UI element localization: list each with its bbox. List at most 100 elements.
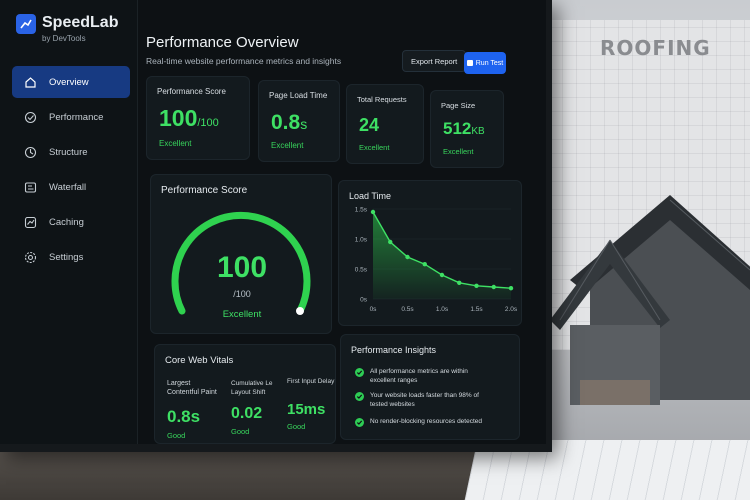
area-fill xyxy=(373,212,511,299)
data-point xyxy=(457,280,462,285)
vital-status: Good xyxy=(231,427,250,436)
sidebar: SpeedLab by DevTools Overview Performanc… xyxy=(0,0,138,444)
run-test-label: Run Test xyxy=(475,59,504,67)
insight-text: All performance metrics are within excel… xyxy=(370,368,468,384)
load-time-card: Load Time 0s 0.5s 1.0s 1.5s 0s 0.5s 1.0s 1.5s 2.… xyxy=(338,180,522,326)
stat-card-performance-score: Performance Score 100/100 Excellent xyxy=(146,76,250,160)
insight-item: No render-blocking resources detected xyxy=(355,417,485,427)
x-tick-label: 0.5s xyxy=(401,306,414,313)
stat-value: 0.8s xyxy=(271,111,307,135)
gauge-value: 100 xyxy=(216,251,268,284)
stat-card-page-size: Page Size 512KB Excellent xyxy=(430,90,504,168)
stat-value: 512KB xyxy=(443,119,485,139)
page-title: Performance Overview xyxy=(146,34,299,51)
sidebar-item-label: Caching xyxy=(49,216,84,228)
data-point xyxy=(422,262,427,267)
structure-icon xyxy=(24,146,37,159)
stat-label: Total Requests xyxy=(357,95,407,104)
sidebar-nav: Overview Performance Structure xyxy=(12,66,130,276)
check-icon xyxy=(355,418,364,427)
vital-label: Largest Contentful Paint xyxy=(167,380,217,396)
vital-status: Good xyxy=(167,431,186,440)
stat-card-total-requests: Total Requests 24 Excellent xyxy=(346,84,424,164)
check-icon xyxy=(355,368,364,377)
sidebar-item-settings[interactable]: Settings xyxy=(12,241,130,273)
vital-item: Cumulative Le Layout Shift 0.02 Good xyxy=(231,379,283,436)
y-tick-label: 1.0s xyxy=(355,237,368,244)
waterfall-icon xyxy=(24,181,37,194)
sidebar-item-label: Performance xyxy=(49,111,104,123)
stat-unit: s xyxy=(300,116,308,132)
stat-unit: KB xyxy=(471,126,485,137)
vital-label: Cumulative Le Layout Shift xyxy=(231,380,273,396)
sidebar-item-label: Waterfall xyxy=(49,181,87,193)
y-tick-label: 0s xyxy=(360,297,368,304)
stat-status: Excellent xyxy=(271,141,304,150)
core-web-vitals-card: Core Web Vitals Largest Contentful Paint… xyxy=(154,344,336,444)
sidebar-item-performance[interactable]: Performance xyxy=(12,101,130,133)
stat-value: 24 xyxy=(359,115,379,136)
stat-number: 512 xyxy=(443,119,472,138)
run-test-button[interactable]: Run Test xyxy=(464,52,506,74)
stat-number: 24 xyxy=(359,115,380,135)
caching-icon xyxy=(24,216,37,229)
x-tick-label: 0s xyxy=(370,306,378,313)
gauge-progress-arc xyxy=(171,211,311,315)
gauge-knob xyxy=(296,307,304,315)
gauge-status: Excellent xyxy=(222,309,262,320)
save-icon xyxy=(466,60,473,66)
vital-value: 0.8s xyxy=(167,407,201,426)
x-tick-label: 1.0s xyxy=(436,306,449,313)
stat-status: Excellent xyxy=(359,143,390,152)
stat-label: Page Load Time xyxy=(269,91,328,100)
y-tick-label: 1.5s xyxy=(355,207,368,214)
export-report-button[interactable]: Export Report xyxy=(402,50,467,72)
brand: SpeedLab by DevTools xyxy=(16,14,118,43)
sidebar-item-waterfall[interactable]: Waterfall xyxy=(12,171,130,203)
data-point xyxy=(405,254,410,260)
load-time-chart: 0s 0.5s 1.0s 1.5s 0s 0.5s 1.0s 1.5s 2.0s xyxy=(355,207,518,314)
stat-number: 100 xyxy=(159,105,198,131)
gear-icon xyxy=(24,251,37,264)
gauge-icon xyxy=(24,111,37,124)
stat-unit: /100 xyxy=(197,117,219,129)
vital-status: Good xyxy=(287,422,306,431)
sidebar-item-label: Structure xyxy=(49,146,88,158)
x-tick-label: 2.0s xyxy=(505,306,518,313)
data-point xyxy=(388,239,393,245)
sidebar-item-structure[interactable]: Structure xyxy=(12,136,130,168)
stat-label: Performance Score xyxy=(157,87,226,96)
sidebar-item-label: Overview xyxy=(49,76,89,88)
stat-status: Excellent xyxy=(159,139,192,148)
data-point xyxy=(439,272,445,278)
data-point xyxy=(491,284,496,290)
home-icon xyxy=(24,76,37,89)
sidebar-item-label: Settings xyxy=(49,251,84,263)
gauge-title: Performance Score xyxy=(161,185,248,196)
x-tick-label: 1.5s xyxy=(470,306,483,313)
dashboard-screen: SpeedLab by DevTools Overview Performanc… xyxy=(0,0,546,444)
vital-value: 15ms xyxy=(287,401,326,418)
score-gauge xyxy=(171,211,311,315)
logo-icon xyxy=(16,14,36,34)
stat-number: 0.8 xyxy=(271,111,301,134)
chart-title: Load Time xyxy=(349,191,392,201)
main-content: Performance Overview Real-time website p… xyxy=(140,0,546,444)
insight-item: Your website loads faster than 98% of te… xyxy=(355,391,485,409)
page-subtitle: Real-time website performance metrics an… xyxy=(146,56,342,66)
data-point xyxy=(508,286,514,291)
brand-name: SpeedLab xyxy=(42,14,119,31)
performance-insights-card: Performance Insights All performance met… xyxy=(340,334,520,440)
sidebar-item-caching[interactable]: Caching xyxy=(12,206,130,238)
data-point xyxy=(370,209,376,215)
vital-value: 0.02 xyxy=(231,405,263,422)
vital-item: First Input Delay 15ms Good xyxy=(287,377,337,431)
sidebar-item-overview[interactable]: Overview xyxy=(12,66,130,98)
insight-text: Your website loads faster than 98% of te… xyxy=(370,392,479,408)
vital-item: Largest Contentful Paint 0.8s Good xyxy=(167,379,223,440)
y-tick-label: 0.5s xyxy=(355,267,368,274)
stat-status: Excellent xyxy=(443,147,474,156)
house-model-image xyxy=(550,195,750,405)
insight-item: All performance metrics are within excel… xyxy=(355,367,485,385)
check-icon xyxy=(355,392,364,401)
